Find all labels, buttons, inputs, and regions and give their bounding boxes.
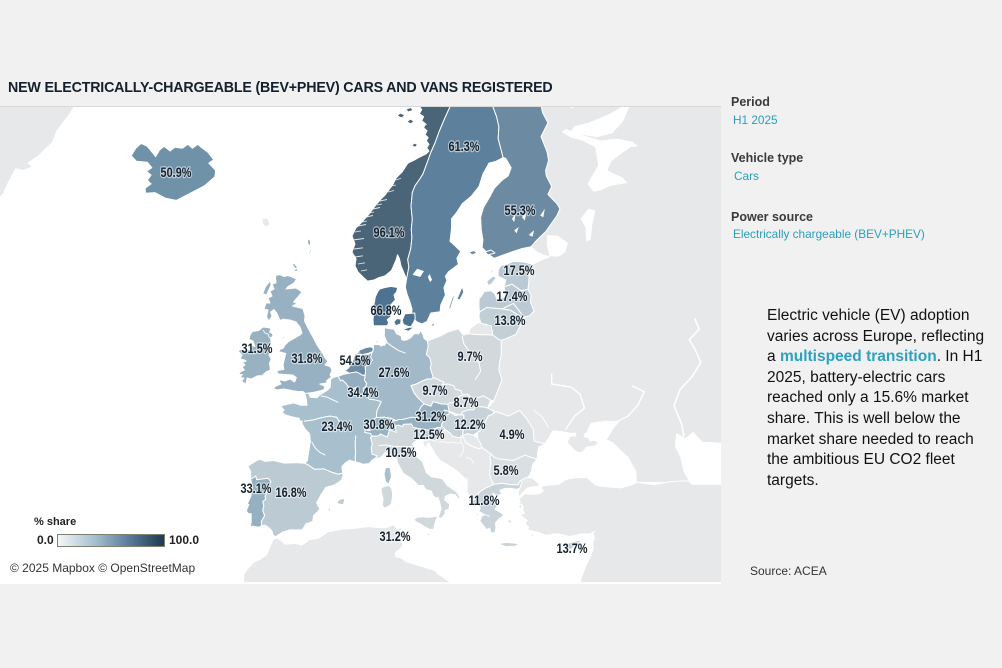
svg-text:55.3%: 55.3% [505, 202, 536, 218]
svg-text:96.1%: 96.1% [374, 224, 405, 240]
svg-text:31.5%: 31.5% [242, 340, 273, 356]
svg-text:33.1%: 33.1% [241, 480, 272, 496]
svg-text:5.8%: 5.8% [494, 462, 519, 478]
svg-text:10.5%: 10.5% [386, 444, 417, 460]
svg-text:17.5%: 17.5% [504, 262, 535, 278]
svg-text:31.2%: 31.2% [380, 528, 411, 544]
svg-text:31.2%: 31.2% [416, 408, 447, 424]
svg-text:12.2%: 12.2% [455, 416, 486, 432]
svg-text:27.6%: 27.6% [379, 364, 410, 380]
svg-text:12.5%: 12.5% [414, 426, 445, 442]
svg-text:11.8%: 11.8% [469, 492, 500, 508]
svg-text:31.8%: 31.8% [292, 350, 323, 366]
svg-text:4.9%: 4.9% [500, 426, 525, 442]
svg-text:13.8%: 13.8% [495, 312, 526, 328]
svg-text:13.7%: 13.7% [557, 540, 588, 556]
svg-text:16.8%: 16.8% [276, 484, 307, 500]
svg-text:9.7%: 9.7% [458, 348, 483, 364]
svg-text:50.9%: 50.9% [161, 164, 192, 180]
svg-text:8.7%: 8.7% [454, 394, 479, 410]
svg-text:30.8%: 30.8% [364, 416, 395, 432]
svg-text:23.4%: 23.4% [322, 418, 353, 434]
svg-text:17.4%: 17.4% [497, 288, 528, 304]
svg-text:61.3%: 61.3% [449, 138, 480, 154]
svg-text:9.7%: 9.7% [423, 382, 448, 398]
svg-text:54.5%: 54.5% [340, 352, 371, 368]
svg-text:66.8%: 66.8% [371, 302, 402, 318]
svg-text:34.4%: 34.4% [348, 384, 379, 400]
